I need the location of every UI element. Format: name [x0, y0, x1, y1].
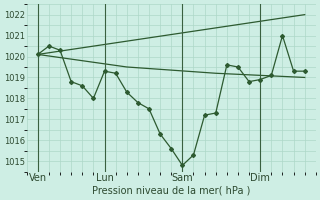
X-axis label: Pression niveau de la mer( hPa ): Pression niveau de la mer( hPa ): [92, 186, 251, 196]
